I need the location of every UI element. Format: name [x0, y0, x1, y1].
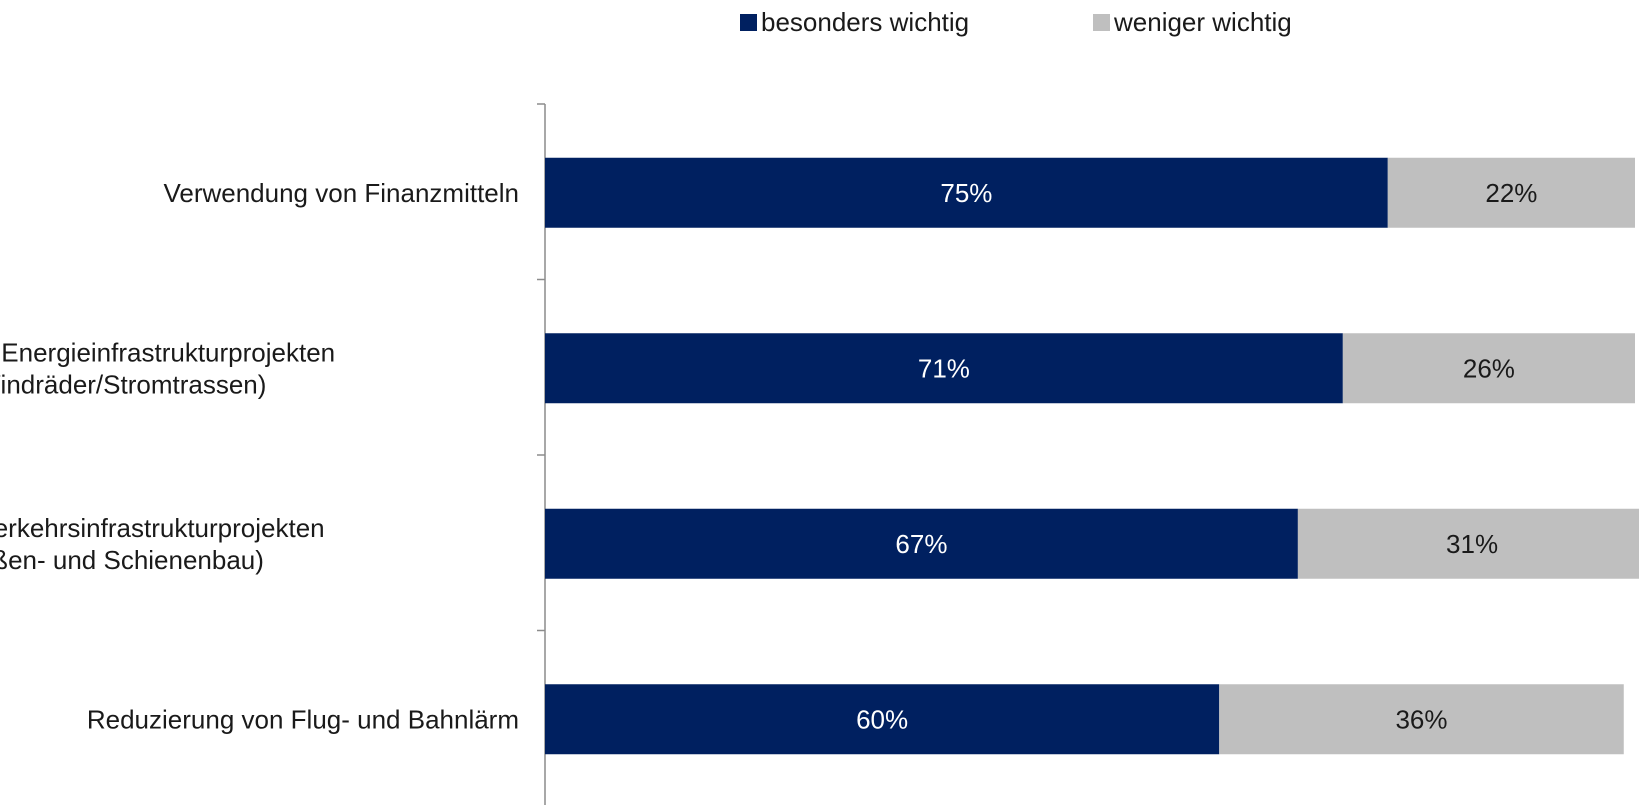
category-label-line: Bau von Energieinfrastrukturprojekten: [0, 337, 335, 367]
data-label: 60%: [856, 704, 908, 734]
bar-segment-besonders-wichtig: [545, 157, 1388, 228]
legend-item-weniger-wichtig: weniger wichtig: [1093, 4, 1292, 40]
category-label-line: (Straßen- und Schienenbau): [0, 545, 264, 575]
bar-segment-weniger-wichtig: [1297, 508, 1639, 579]
legend-item-besonders-wichtig: besonders wichtig: [740, 4, 969, 40]
bar-segment-weniger-wichtig: [1219, 684, 1624, 755]
legend-swatch-weniger-wichtig: [1093, 13, 1110, 31]
category-label: Bau von Verkehrsinfrastrukturprojekten(S…: [0, 513, 325, 575]
data-label: 67%: [895, 529, 947, 559]
legend-swatch-besonders-wichtig: [740, 13, 757, 31]
legend-label-weniger-wichtig: weniger wichtig: [1114, 7, 1292, 37]
category-label: Bau von Energieinfrastrukturprojekten(Wi…: [0, 337, 335, 399]
data-label: 22%: [1485, 178, 1537, 208]
category-label: Reduzierung von Flug- und Bahnlärm: [87, 704, 519, 734]
category-label-line: Bau von Verkehrsinfrastrukturprojekten: [0, 513, 325, 543]
category-label-line: Verwendung von Finanzmitteln: [163, 178, 519, 208]
bar-segment-weniger-wichtig: [1342, 333, 1635, 404]
bar-segment-besonders-wichtig: [545, 333, 1343, 404]
data-label: 71%: [918, 353, 970, 383]
bar-segment-besonders-wichtig: [545, 508, 1298, 579]
bar-segment-besonders-wichtig: [545, 684, 1220, 755]
data-label: 36%: [1395, 704, 1447, 734]
category-label-line: (Windräder/Stromtrassen): [0, 369, 266, 399]
data-label: 31%: [1446, 529, 1498, 559]
legend-label-besonders-wichtig: besonders wichtig: [761, 7, 970, 37]
category-label-line: Reduzierung von Flug- und Bahnlärm: [87, 704, 519, 734]
data-label: 26%: [1463, 353, 1515, 383]
data-label: 75%: [940, 178, 992, 208]
category-label: Verwendung von Finanzmitteln: [163, 178, 519, 208]
bar-segment-weniger-wichtig: [1387, 157, 1635, 228]
